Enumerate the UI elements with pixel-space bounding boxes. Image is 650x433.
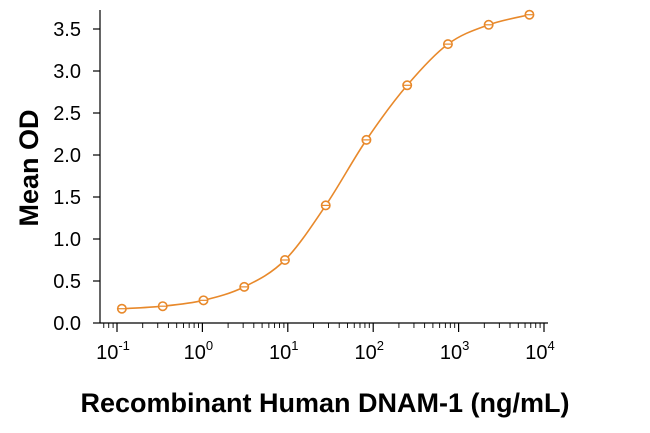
y-axis-title: Mean OD xyxy=(14,109,44,226)
axis-tick-labels: 0.0 0.5 1.0 1.5 2.0 2.5 3.0 3.5 10-1 100 101 102 103… xyxy=(53,19,555,364)
data-point xyxy=(116,303,127,314)
y-tick-label: 1.0 xyxy=(53,229,81,251)
y-tick-label: 3.5 xyxy=(53,19,81,41)
data-point xyxy=(402,80,413,91)
fit-curve xyxy=(121,13,530,310)
x-tick-label: 104 xyxy=(525,338,554,364)
y-tick-label: 1.5 xyxy=(53,187,81,209)
x-axis-title: Recombinant Human DNAM-1 (ng/mL) xyxy=(81,388,570,418)
x-tick-label: 10-1 xyxy=(96,338,130,364)
data-point xyxy=(320,200,331,211)
fit-curve-group xyxy=(121,13,530,310)
y-tick-label: 0.0 xyxy=(53,313,81,335)
axes xyxy=(99,10,548,324)
data-point xyxy=(239,281,250,292)
x-tick-label: 103 xyxy=(440,338,469,364)
y-tick-label: 2.0 xyxy=(53,145,81,167)
data-point xyxy=(279,255,290,266)
data-point xyxy=(524,9,535,20)
data-point xyxy=(442,39,453,50)
data-point xyxy=(483,19,494,30)
x-tick-label: 101 xyxy=(269,338,298,364)
data-point xyxy=(198,295,209,306)
y-tick-label: 2.5 xyxy=(53,103,81,125)
x-tick-label: 100 xyxy=(184,338,213,364)
x-tick-label: 102 xyxy=(354,338,383,364)
data-point xyxy=(157,301,168,312)
data-point xyxy=(361,134,372,145)
y-tick-label: 0.5 xyxy=(53,271,81,293)
data-points xyxy=(116,9,535,314)
y-tick-label: 3.0 xyxy=(53,61,81,83)
axis-ticks xyxy=(93,28,545,332)
